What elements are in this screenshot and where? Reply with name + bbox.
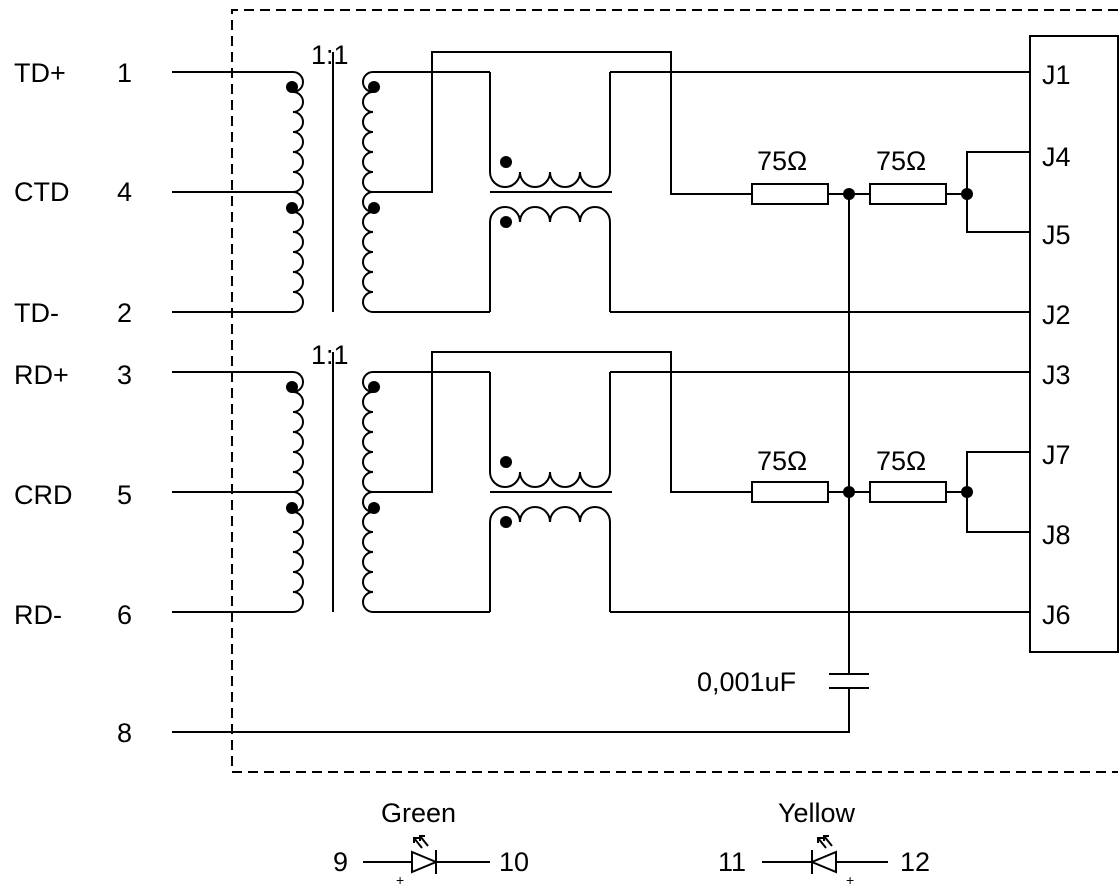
pin-number-3: 3 <box>117 360 132 390</box>
common-mode-choke-rx <box>489 372 612 612</box>
resistor-r3 <box>751 481 829 503</box>
pin-number-8: 8 <box>117 718 132 748</box>
transformer-ratio-bottom: 1:1 <box>311 340 349 370</box>
pin-number-2: 2 <box>117 298 132 328</box>
transformer-ratio-top: 1:1 <box>311 40 349 70</box>
led-green-symbol <box>363 835 490 874</box>
led-green-pin-9: 9 <box>333 847 348 877</box>
led-yellow-pin-11: 11 <box>718 847 746 877</box>
led-yellow-pin-12: 12 <box>900 847 930 877</box>
jack-j3: J3 <box>1042 360 1071 390</box>
resistor-r2 <box>869 183 947 205</box>
led-green-plus: + <box>396 872 404 886</box>
module-boundary <box>231 9 1118 773</box>
pin-number-1: 1 <box>117 58 132 88</box>
pin-number-4: 4 <box>117 177 132 207</box>
transformer-rx <box>172 352 380 613</box>
resistor-r4-label: 75Ω <box>876 446 926 476</box>
jack-j4: J4 <box>1042 142 1071 172</box>
jack-j5: J5 <box>1042 220 1071 250</box>
pin-name-ctd: CTD <box>14 177 70 207</box>
led-green-pin-10: 10 <box>499 847 529 877</box>
resistor-r1 <box>751 183 829 205</box>
resistor-r2-label: 75Ω <box>876 146 926 176</box>
pin-name-td-minus: TD- <box>14 298 59 328</box>
jack-j2: J2 <box>1042 300 1071 330</box>
resistor-r3-label: 75Ω <box>757 446 807 476</box>
resistor-r1-label: 75Ω <box>757 146 807 176</box>
jack-j1: J1 <box>1042 60 1071 90</box>
pin-name-rd-minus: RD- <box>14 600 62 630</box>
jack-j7: J7 <box>1042 440 1071 470</box>
pin-number-6: 6 <box>117 600 132 630</box>
transformer-tx <box>172 52 380 313</box>
wiring-rx <box>373 351 1030 613</box>
capacitor-label: 0,001uF <box>697 667 796 697</box>
led-yellow-plus: + <box>846 872 854 886</box>
pin-name-crd: CRD <box>14 480 73 510</box>
led-yellow-symbol <box>762 835 888 874</box>
resistor-r4 <box>869 481 947 503</box>
jack-j8: J8 <box>1042 520 1071 550</box>
jack-j6: J6 <box>1042 600 1071 630</box>
common-mode-choke-tx <box>489 72 612 312</box>
rj45-jack-box <box>1029 35 1119 653</box>
led-green-label: Green <box>381 798 456 828</box>
pin-name-rd-plus: RD+ <box>14 360 69 390</box>
pin-number-5: 5 <box>117 480 132 510</box>
pin-name-td-plus: TD+ <box>14 58 66 88</box>
wiring-tx <box>373 51 1030 313</box>
led-yellow-label: Yellow <box>778 798 856 828</box>
capacitor-ground-path <box>172 194 869 733</box>
